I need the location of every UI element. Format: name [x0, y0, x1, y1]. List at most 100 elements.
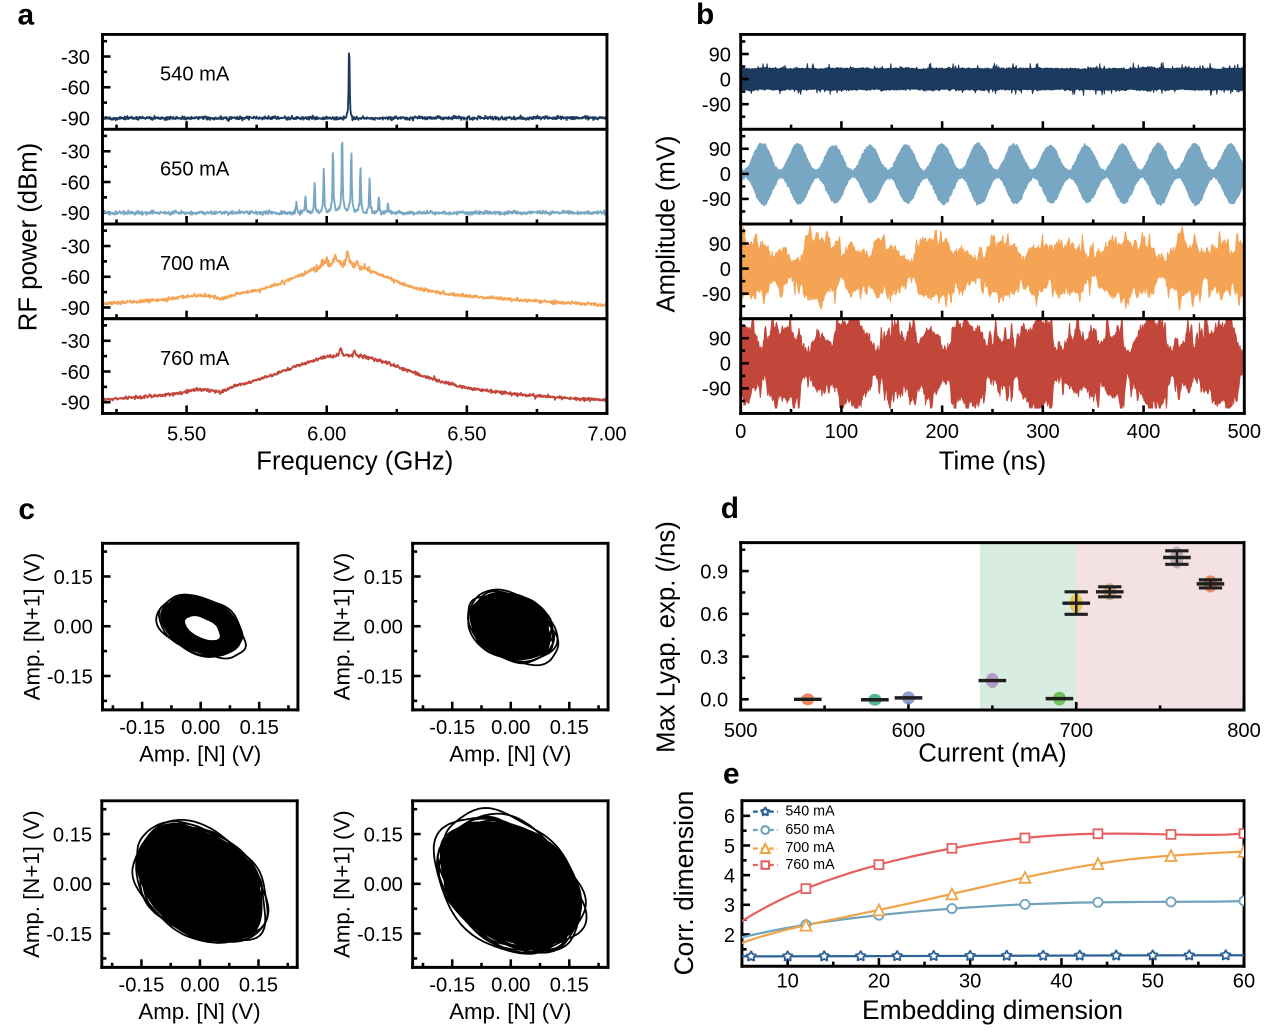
- svg-text:0.15: 0.15: [364, 567, 403, 589]
- svg-text:a: a: [18, 0, 35, 32]
- svg-text:0.15: 0.15: [364, 824, 403, 846]
- svg-text:0.15: 0.15: [550, 975, 589, 997]
- svg-text:700: 700: [1059, 720, 1093, 742]
- svg-text:0.3: 0.3: [700, 647, 728, 669]
- svg-text:700 mA: 700 mA: [160, 253, 230, 275]
- svg-text:Amp. [N+1] (V): Amp. [N+1] (V): [19, 553, 44, 701]
- svg-text:-0.15: -0.15: [119, 717, 165, 739]
- svg-text:-0.15: -0.15: [357, 924, 403, 946]
- svg-text:6.00: 6.00: [307, 424, 346, 446]
- svg-text:-90: -90: [702, 379, 731, 401]
- svg-text:-0.15: -0.15: [119, 975, 165, 997]
- svg-text:-90: -90: [702, 94, 731, 116]
- svg-text:0.0: 0.0: [700, 690, 728, 712]
- svg-text:Amp. [N+1] (V): Amp. [N+1] (V): [330, 553, 355, 701]
- svg-text:-0.15: -0.15: [47, 666, 93, 688]
- svg-text:Max Lyap. exp. (/ns): Max Lyap. exp. (/ns): [653, 521, 681, 753]
- svg-text:400: 400: [1127, 421, 1161, 443]
- svg-text:Frequency (GHz): Frequency (GHz): [256, 448, 453, 476]
- svg-text:650 mA: 650 mA: [785, 822, 835, 838]
- svg-text:0: 0: [720, 354, 731, 376]
- svg-text:0.00: 0.00: [364, 874, 403, 896]
- svg-text:-90: -90: [61, 393, 90, 415]
- svg-text:0: 0: [720, 259, 731, 281]
- svg-text:5.50: 5.50: [167, 424, 206, 446]
- svg-text:0.15: 0.15: [239, 975, 278, 997]
- svg-text:Current (mA): Current (mA): [918, 740, 1066, 768]
- svg-text:20: 20: [868, 971, 890, 993]
- svg-text:0.15: 0.15: [550, 717, 589, 739]
- svg-text:100: 100: [825, 421, 859, 443]
- svg-text:90: 90: [709, 234, 731, 256]
- svg-text:-0.15: -0.15: [46, 924, 92, 946]
- svg-text:-30: -30: [61, 236, 90, 258]
- svg-text:-90: -90: [61, 298, 90, 320]
- svg-text:0.00: 0.00: [491, 975, 530, 997]
- svg-text:Embedding dimension: Embedding dimension: [862, 995, 1123, 1025]
- svg-text:Amp. [N] (V): Amp. [N] (V): [138, 999, 260, 1024]
- svg-text:500: 500: [724, 720, 758, 742]
- svg-text:760 mA: 760 mA: [785, 857, 835, 873]
- svg-text:30: 30: [959, 971, 981, 993]
- svg-text:0: 0: [735, 421, 746, 443]
- svg-text:-90: -90: [61, 108, 90, 130]
- svg-text:Amp. [N+1] (V): Amp. [N+1] (V): [19, 810, 44, 958]
- svg-text:90: 90: [709, 44, 731, 66]
- svg-text:7.00: 7.00: [587, 424, 626, 446]
- svg-text:0.00: 0.00: [53, 874, 92, 896]
- svg-text:-60: -60: [61, 267, 90, 289]
- svg-text:Amplitude (mV): Amplitude (mV): [653, 136, 681, 313]
- svg-text:-90: -90: [702, 284, 731, 306]
- svg-text:0.15: 0.15: [54, 567, 93, 589]
- svg-text:0.00: 0.00: [491, 717, 530, 739]
- svg-text:b: b: [696, 0, 714, 31]
- svg-text:Amp. [N] (V): Amp. [N] (V): [449, 999, 571, 1024]
- svg-text:200: 200: [925, 421, 959, 443]
- svg-text:-30: -30: [61, 47, 90, 69]
- svg-text:-90: -90: [702, 189, 731, 211]
- svg-text:300: 300: [1026, 421, 1060, 443]
- svg-text:-30: -30: [61, 142, 90, 164]
- svg-text:-0.15: -0.15: [357, 666, 403, 688]
- svg-text:700 mA: 700 mA: [785, 840, 835, 856]
- svg-text:Amp. [N] (V): Amp. [N] (V): [449, 741, 571, 766]
- svg-text:0: 0: [720, 164, 731, 186]
- svg-text:6: 6: [724, 806, 735, 828]
- svg-text:0: 0: [720, 69, 731, 91]
- svg-text:500: 500: [1228, 421, 1262, 443]
- svg-text:d: d: [721, 492, 739, 525]
- svg-text:0.00: 0.00: [364, 617, 403, 639]
- svg-text:600: 600: [892, 720, 926, 742]
- svg-text:5: 5: [724, 836, 735, 858]
- svg-text:6.50: 6.50: [447, 424, 486, 446]
- svg-text:0.00: 0.00: [181, 717, 220, 739]
- svg-text:Amp. [N+1] (V): Amp. [N+1] (V): [330, 810, 355, 958]
- svg-text:50: 50: [1142, 971, 1164, 993]
- svg-text:-60: -60: [61, 78, 90, 100]
- svg-text:540 mA: 540 mA: [785, 803, 835, 819]
- svg-text:800: 800: [1227, 720, 1261, 742]
- svg-text:-30: -30: [61, 331, 90, 353]
- svg-text:90: 90: [709, 329, 731, 351]
- svg-text:760 mA: 760 mA: [160, 348, 230, 370]
- svg-text:Amp. [N] (V): Amp. [N] (V): [139, 741, 261, 766]
- svg-text:-60: -60: [61, 362, 90, 384]
- svg-text:-90: -90: [61, 203, 90, 225]
- svg-text:0.00: 0.00: [54, 617, 93, 639]
- svg-text:540 mA: 540 mA: [160, 64, 230, 86]
- svg-text:-60: -60: [61, 172, 90, 194]
- svg-text:0.6: 0.6: [700, 604, 728, 626]
- svg-text:10: 10: [776, 971, 798, 993]
- svg-text:60: 60: [1233, 971, 1255, 993]
- svg-text:RF power (dBm): RF power (dBm): [15, 143, 43, 331]
- svg-text:0.00: 0.00: [180, 975, 219, 997]
- svg-text:90: 90: [709, 139, 731, 161]
- svg-text:Time (ns): Time (ns): [939, 448, 1047, 476]
- svg-text:Corr. dimension: Corr. dimension: [669, 791, 699, 976]
- svg-text:3: 3: [724, 895, 735, 917]
- svg-text:0.9: 0.9: [700, 561, 728, 583]
- svg-text:c: c: [18, 493, 35, 526]
- svg-text:4: 4: [724, 865, 735, 887]
- svg-text:650 mA: 650 mA: [160, 158, 230, 180]
- svg-text:-0.15: -0.15: [429, 975, 475, 997]
